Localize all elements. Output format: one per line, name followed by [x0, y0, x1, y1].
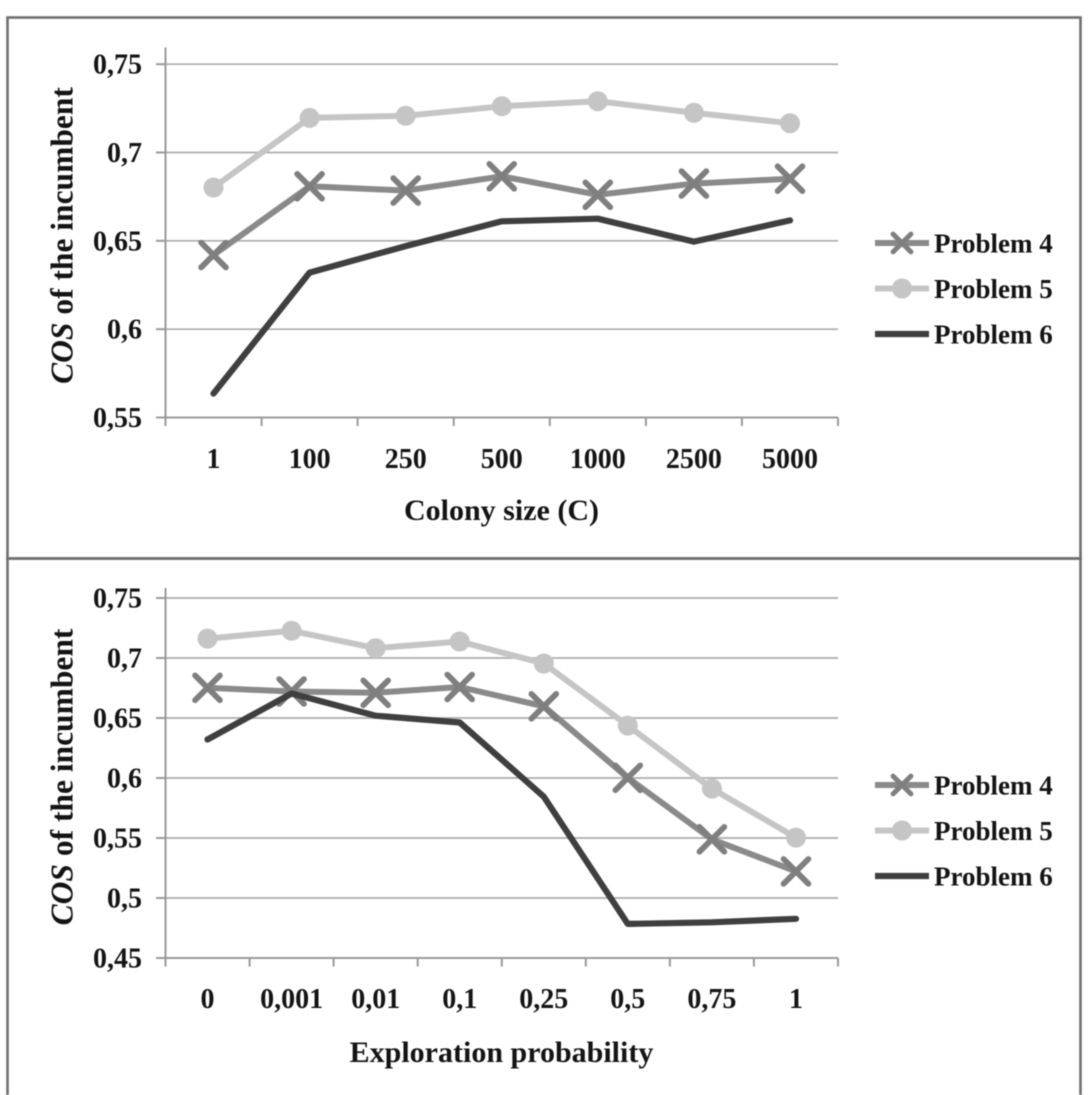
svg-text:Problem 4: Problem 4 [934, 229, 1053, 259]
svg-text:500: 500 [481, 444, 523, 475]
svg-text:Problem 4: Problem 4 [934, 771, 1053, 801]
svg-text:0,6: 0,6 [107, 764, 142, 795]
svg-text:0,7: 0,7 [107, 644, 142, 675]
svg-text:2500: 2500 [666, 444, 722, 475]
svg-text:0,75: 0,75 [93, 50, 142, 81]
svg-text:100: 100 [289, 444, 331, 475]
svg-text:0,75: 0,75 [93, 584, 142, 615]
svg-text:Problem 5: Problem 5 [934, 274, 1053, 304]
svg-text:COS of the incumbent: COS of the incumbent [45, 87, 80, 384]
svg-text:0,5: 0,5 [107, 884, 142, 915]
svg-text:Problem 6: Problem 6 [934, 320, 1053, 350]
svg-text:0,01: 0,01 [351, 984, 400, 1015]
svg-text:Problem 6: Problem 6 [934, 862, 1053, 892]
svg-text:0,65: 0,65 [93, 226, 142, 257]
svg-text:0,55: 0,55 [93, 403, 142, 434]
svg-text:0,65: 0,65 [93, 704, 142, 735]
svg-text:Colony size (C): Colony size (C) [404, 494, 599, 527]
svg-text:5000: 5000 [762, 444, 818, 475]
svg-text:Exploration probability: Exploration probability [350, 1036, 654, 1069]
svg-text:0: 0 [201, 984, 215, 1015]
svg-text:0,45: 0,45 [93, 944, 142, 975]
svg-text:1: 1 [789, 984, 803, 1015]
svg-text:0,55: 0,55 [93, 824, 142, 855]
svg-text:0,1: 0,1 [442, 984, 477, 1015]
svg-text:COS of the incumbent: COS of the incumbent [45, 628, 80, 925]
svg-text:1000: 1000 [570, 444, 626, 475]
svg-text:0,001: 0,001 [260, 984, 323, 1015]
svg-text:0,6: 0,6 [107, 315, 142, 346]
svg-text:0,25: 0,25 [519, 984, 568, 1015]
svg-text:0,5: 0,5 [610, 984, 645, 1015]
svg-text:0,75: 0,75 [687, 984, 736, 1015]
svg-text:Problem 5: Problem 5 [934, 816, 1053, 846]
svg-text:1: 1 [207, 444, 221, 475]
svg-text:0,7: 0,7 [107, 138, 142, 169]
svg-text:250: 250 [385, 444, 427, 475]
